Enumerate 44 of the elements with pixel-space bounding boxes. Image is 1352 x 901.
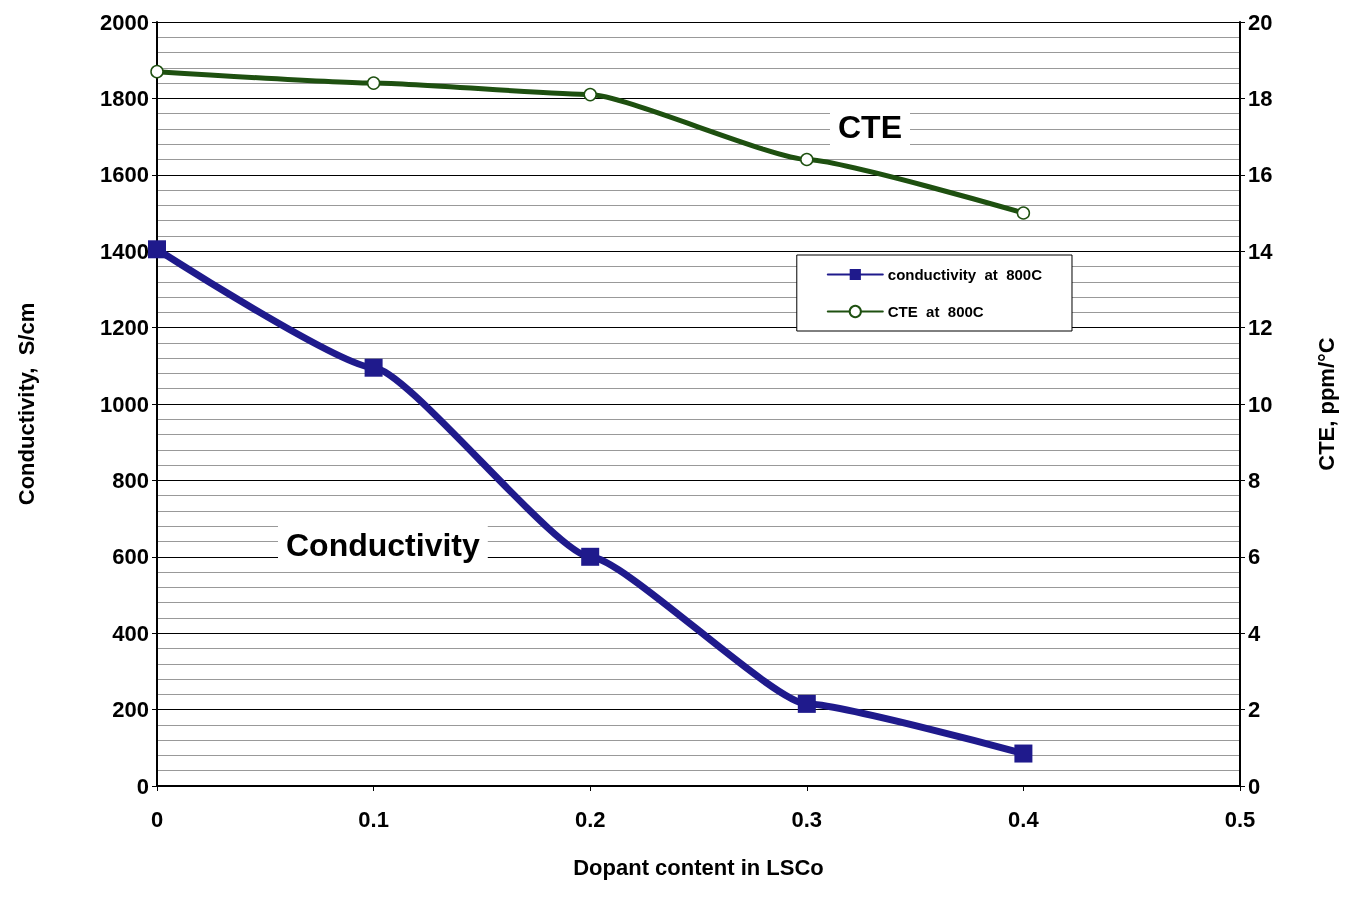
y-tick-label: 1600 bbox=[100, 162, 149, 188]
point bbox=[1016, 206, 1031, 220]
point bbox=[364, 358, 383, 377]
y2-tick-label: 2 bbox=[1248, 697, 1261, 723]
y2-axis-title: CTE, ppm/°C bbox=[1313, 337, 1339, 471]
y2-tick-label: 4 bbox=[1248, 620, 1261, 646]
annotation: Conductivity bbox=[286, 527, 480, 563]
y2-tick-label: 12 bbox=[1248, 315, 1273, 341]
y2-tick-label: 18 bbox=[1248, 85, 1273, 111]
legend-label: conductivity at 800C bbox=[887, 266, 1043, 283]
legend-label: CTE at 800C bbox=[887, 303, 984, 320]
x-tick-label: 0.5 bbox=[1224, 806, 1256, 832]
y-tick-label: 800 bbox=[112, 467, 149, 493]
y-tick-label: 2000 bbox=[100, 9, 149, 35]
point bbox=[797, 694, 816, 713]
annotation: CTE bbox=[838, 109, 902, 145]
y2-tick-label: 0 bbox=[1248, 773, 1261, 799]
y2-tick-label: 8 bbox=[1248, 467, 1261, 493]
y2-tick-label: 6 bbox=[1248, 544, 1261, 570]
y-tick-label: 200 bbox=[112, 697, 149, 723]
point bbox=[583, 87, 597, 102]
point bbox=[581, 547, 600, 566]
point bbox=[800, 152, 814, 167]
y-tick-label: 1800 bbox=[100, 85, 149, 111]
y-tick-label: 400 bbox=[112, 620, 149, 646]
x-tick-label: 0.2 bbox=[574, 806, 606, 832]
y2-tick-label: 10 bbox=[1248, 391, 1273, 417]
x-tick-label: 0.1 bbox=[358, 806, 389, 832]
y2-tick-label: 14 bbox=[1248, 238, 1274, 264]
y-tick-label: 1400 bbox=[100, 238, 149, 264]
y-tick-label: 1000 bbox=[100, 391, 149, 417]
point bbox=[150, 64, 164, 79]
y-tick-label: 1200 bbox=[100, 315, 149, 341]
x-tick-label: 0.3 bbox=[791, 806, 823, 832]
point bbox=[1014, 744, 1033, 763]
x-axis-title: Dopant content in LSCo bbox=[573, 854, 824, 880]
x-tick-label: 0.4 bbox=[1008, 806, 1040, 832]
point bbox=[366, 76, 381, 90]
y-axis-title: Conductivity, S/cm bbox=[13, 302, 39, 506]
y2-tick-label: 16 bbox=[1248, 162, 1273, 188]
point bbox=[148, 240, 166, 259]
y2-tick-label: 20 bbox=[1248, 9, 1273, 35]
y-tick-label: 0 bbox=[136, 773, 149, 799]
y-tick-label: 600 bbox=[112, 544, 149, 570]
